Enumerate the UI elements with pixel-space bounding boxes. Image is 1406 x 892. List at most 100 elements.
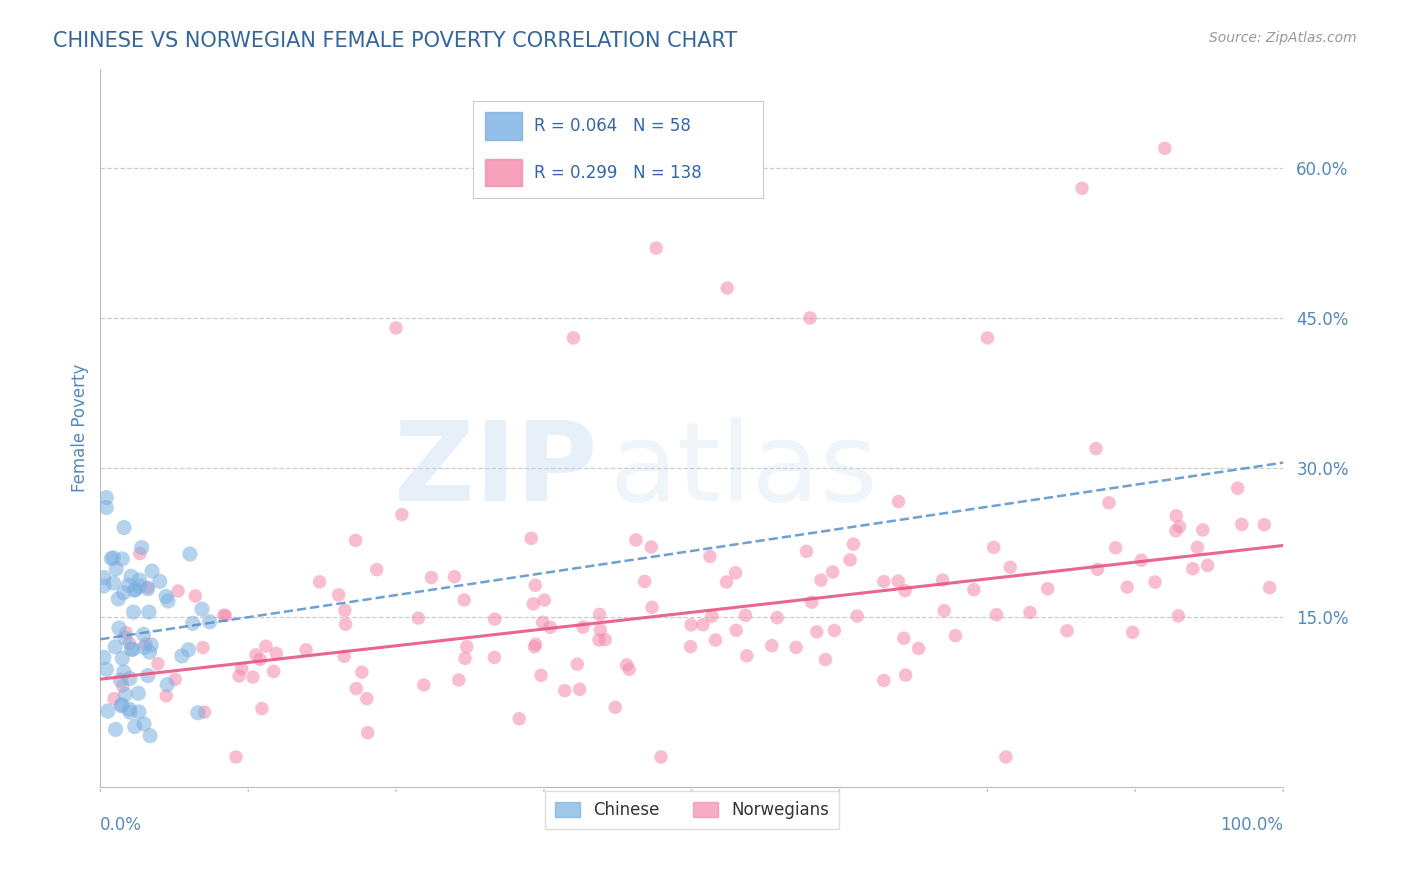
Point xyxy=(245,648,267,662)
Point xyxy=(114,688,136,702)
Point xyxy=(104,723,127,737)
Point xyxy=(100,551,122,566)
Point xyxy=(254,639,277,653)
Point xyxy=(589,623,612,637)
Point xyxy=(117,578,139,592)
Point xyxy=(118,702,141,716)
Point xyxy=(335,617,357,632)
Point xyxy=(111,552,134,566)
Point xyxy=(138,605,160,619)
Point xyxy=(839,553,862,567)
Point xyxy=(128,547,150,561)
Point xyxy=(1104,541,1126,555)
Point xyxy=(735,648,758,663)
Point xyxy=(385,321,408,335)
Point xyxy=(530,668,553,682)
Point xyxy=(800,595,823,609)
Point xyxy=(907,641,929,656)
Point xyxy=(136,580,159,594)
Point xyxy=(806,624,828,639)
Point xyxy=(893,632,915,646)
Point xyxy=(408,611,430,625)
Point xyxy=(799,310,821,325)
Point xyxy=(699,549,721,564)
Point xyxy=(103,576,125,591)
Point xyxy=(1258,581,1281,595)
Point xyxy=(894,583,917,598)
Point xyxy=(118,705,141,719)
Point xyxy=(692,617,714,632)
Point xyxy=(588,632,610,647)
Point xyxy=(249,652,271,666)
Point xyxy=(1167,608,1189,623)
Point xyxy=(531,615,554,630)
Point xyxy=(103,550,125,565)
Point xyxy=(605,700,627,714)
Point xyxy=(522,597,544,611)
Point xyxy=(1130,553,1153,567)
Point xyxy=(118,672,141,686)
Point xyxy=(523,640,546,654)
Point xyxy=(1000,560,1022,574)
Point xyxy=(1087,562,1109,576)
Point xyxy=(894,668,917,682)
Point xyxy=(115,625,138,640)
Point xyxy=(412,678,434,692)
Point xyxy=(198,615,221,629)
Point xyxy=(761,639,783,653)
Point xyxy=(1056,624,1078,638)
Point xyxy=(136,668,159,682)
Point xyxy=(127,686,149,700)
Text: 100.0%: 100.0% xyxy=(1220,815,1284,834)
Point xyxy=(443,570,465,584)
Point xyxy=(1122,625,1144,640)
Point xyxy=(97,704,120,718)
Point xyxy=(231,662,253,676)
Point xyxy=(165,673,187,687)
Point xyxy=(624,533,647,547)
Point xyxy=(1226,481,1249,495)
Point xyxy=(640,540,662,554)
Point xyxy=(112,665,135,679)
Point xyxy=(734,608,756,623)
Point xyxy=(295,642,318,657)
Point xyxy=(453,593,475,607)
Point xyxy=(562,331,585,345)
Point xyxy=(616,657,638,672)
Point xyxy=(111,679,134,693)
Point xyxy=(122,642,145,657)
Point xyxy=(177,642,200,657)
Point xyxy=(93,650,115,665)
Point xyxy=(146,657,169,671)
Point xyxy=(420,570,443,584)
Point xyxy=(887,574,910,589)
Point xyxy=(193,705,215,719)
Point xyxy=(716,281,738,295)
Point xyxy=(456,640,478,654)
Text: atlas: atlas xyxy=(609,417,877,524)
Point xyxy=(124,582,146,597)
Point xyxy=(568,682,591,697)
Point xyxy=(533,593,555,607)
Point xyxy=(983,541,1005,555)
Point xyxy=(134,640,156,655)
Point xyxy=(593,632,616,647)
Point xyxy=(308,574,330,589)
Point xyxy=(132,627,155,641)
Point xyxy=(149,574,172,589)
Point xyxy=(93,570,115,584)
Point xyxy=(821,565,844,579)
Point xyxy=(120,642,142,657)
Point xyxy=(447,673,470,687)
Point xyxy=(141,564,163,578)
Point xyxy=(945,629,967,643)
Text: CHINESE VS NORWEGIAN FEMALE POVERTY CORRELATION CHART: CHINESE VS NORWEGIAN FEMALE POVERTY CORR… xyxy=(53,31,738,51)
Point xyxy=(356,691,378,706)
Point xyxy=(1144,575,1167,590)
Point xyxy=(1116,580,1139,594)
Point xyxy=(810,573,832,587)
Point xyxy=(242,670,264,684)
Point xyxy=(184,589,207,603)
Point xyxy=(263,665,285,679)
Point xyxy=(484,650,506,665)
